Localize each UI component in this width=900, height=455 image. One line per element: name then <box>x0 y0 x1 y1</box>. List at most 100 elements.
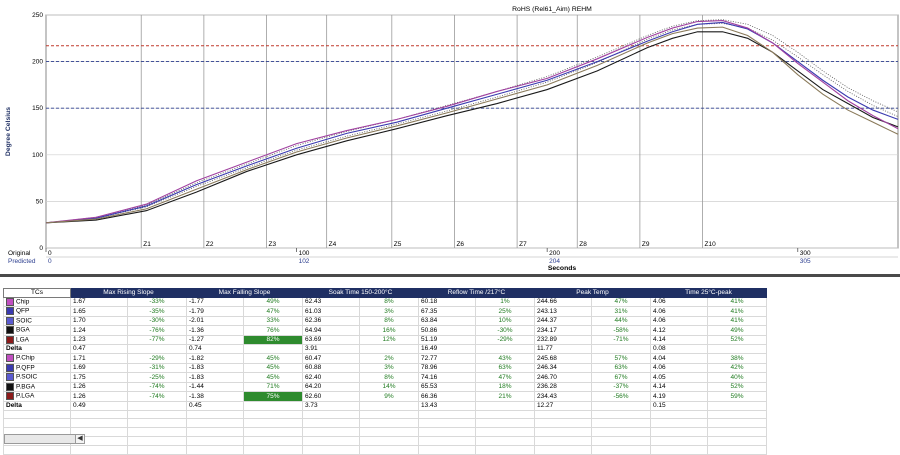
percent-cell: 38% <box>707 353 767 364</box>
value-cell: 246.34 <box>534 362 592 374</box>
percent-cell: 67% <box>591 372 651 383</box>
empty-cell <box>243 409 303 420</box>
x-tick-label: 305 <box>800 258 811 265</box>
tcs-header[interactable]: TCs <box>3 288 71 298</box>
scroll-left-arrow-icon[interactable]: ◀ <box>75 434 85 444</box>
x-axis-label: Seconds <box>548 265 577 272</box>
empty-cell <box>591 344 651 355</box>
empty-cell <box>302 444 360 455</box>
percent-cell: 16% <box>359 325 419 336</box>
percent-cell: 45% <box>243 353 303 364</box>
delta-value-cell: 0.08 <box>650 344 708 355</box>
empty-cell <box>650 435 708 446</box>
value-cell: 1.75 <box>70 372 128 383</box>
value-cell: 234.43 <box>534 391 592 402</box>
delta-label: Delta <box>3 344 71 355</box>
value-cell: 4.06 <box>650 296 708 308</box>
table-row[interactable]: SOIC 1.70 -30% -2.01 33% 62.36 8% 63.84 10% 244.3… <box>3 315 767 327</box>
empty-cell <box>127 344 187 355</box>
horizontal-scrollbar[interactable] <box>4 434 76 444</box>
empty-cell <box>359 409 419 420</box>
tc-name: LGA <box>16 336 30 344</box>
value-cell: 1.24 <box>70 325 128 336</box>
y-tick-label: 150 <box>32 105 43 112</box>
delta-row: Delta 0.47 0.74 3.91 16.49 11.77 0.08 <box>3 344 767 355</box>
table-row[interactable]: P.LGA 1.26 -74% -1.38 75% 62.60 9% 66.36 21% 234.… <box>3 391 767 402</box>
column-header[interactable]: Max Falling Slope <box>186 288 303 298</box>
empty-cell <box>3 409 71 420</box>
empty-cell <box>243 444 303 455</box>
empty-cell <box>707 400 767 411</box>
series-line <box>45 19 899 224</box>
empty-cell <box>70 418 128 429</box>
empty-cell <box>70 409 128 420</box>
table-row[interactable]: P.SOIC 1.75 -25% -1.83 45% 62.40 8% 74.16 47% 246… <box>3 372 767 383</box>
value-cell: 4.06 <box>650 315 708 327</box>
value-cell: -1.44 <box>186 381 244 393</box>
value-cell: 236.28 <box>534 381 592 393</box>
tc-color-swatch <box>6 307 14 316</box>
table-row[interactable]: P.BGA 1.26 -74% -1.44 71% 64.20 14% 65.53 18% 236… <box>3 381 767 393</box>
value-cell: 64.94 <box>302 325 360 336</box>
tc-color-swatch <box>6 363 14 372</box>
empty-cell <box>243 418 303 429</box>
percent-cell: -25% <box>127 372 187 383</box>
percent-cell: 3% <box>359 306 419 317</box>
column-header[interactable]: Max Rising Slope <box>70 288 187 298</box>
y-axis-label: Degree Celsius <box>5 107 12 156</box>
delta-value-cell: 0.47 <box>70 344 128 355</box>
column-header[interactable]: Time 25°C-peak <box>650 288 767 298</box>
value-cell: 244.66 <box>534 296 592 308</box>
table-row[interactable]: LGA 1.23 -77% -1.27 82% 63.69 12% 51.19 -29% 232.… <box>3 334 767 346</box>
percent-cell: 18% <box>475 381 535 393</box>
table-row[interactable]: BGA 1.24 -76% -1.36 76% 64.94 16% 50.86 -30% 234.… <box>3 325 767 336</box>
zone-label: Z2 <box>206 241 214 248</box>
value-cell: 63.84 <box>418 315 476 327</box>
table-row[interactable]: QFP 1.65 -35% -1.79 47% 61.03 3% 67.35 25% 243.13… <box>3 306 767 317</box>
percent-cell: 21% <box>475 391 535 402</box>
percent-cell: -37% <box>591 381 651 393</box>
percent-cell: 12% <box>359 334 419 346</box>
tc-name-cell: BGA <box>3 325 71 336</box>
x-tick-label: 0 <box>48 258 52 265</box>
table-row[interactable]: P.QFP 1.69 -31% -1.83 45% 60.88 3% 78.96 63% 246.… <box>3 362 767 374</box>
delta-label: Delta <box>3 400 71 411</box>
x-tick-label: 100 <box>299 250 310 257</box>
value-cell: -1.38 <box>186 391 244 402</box>
percent-cell: 57% <box>591 353 651 364</box>
chart-title: RoHS (Rel61_Aim) REHM <box>512 6 592 13</box>
percent-cell: 14% <box>359 381 419 393</box>
percent-cell: 52% <box>707 334 767 346</box>
value-cell: 78.96 <box>418 362 476 374</box>
table-row[interactable]: Chip 1.67 -33% -1.77 49% 62.43 8% 60.18 1% 244.66… <box>3 296 767 308</box>
empty-cell <box>3 418 71 429</box>
empty-cell <box>418 409 476 420</box>
value-cell: 1.65 <box>70 306 128 317</box>
empty-cell <box>127 409 187 420</box>
column-header[interactable]: Reflow Time /217°C <box>418 288 535 298</box>
chart-bottom-bar <box>0 274 900 277</box>
value-cell: 1.71 <box>70 353 128 364</box>
empty-cell <box>707 409 767 420</box>
empty-cell <box>475 427 535 437</box>
delta-value-cell: 12.27 <box>534 400 592 411</box>
empty-cell <box>475 409 535 420</box>
percent-cell: 49% <box>707 325 767 336</box>
tc-name: Chip <box>16 298 30 306</box>
percent-cell: -74% <box>127 391 187 402</box>
zone-label: Z5 <box>394 241 402 248</box>
table-row[interactable]: P.Chip 1.71 -29% -1.82 45% 60.47 2% 72.77 43% 245… <box>3 353 767 364</box>
column-header[interactable]: Soak Time 150-200°C <box>302 288 419 298</box>
empty-cell <box>359 400 419 411</box>
empty-cell <box>127 400 187 411</box>
tc-name-cell: LGA <box>3 334 71 346</box>
value-cell: 4.14 <box>650 334 708 346</box>
empty-cell <box>534 427 592 437</box>
column-header[interactable]: Peak Temp <box>534 288 651 298</box>
empty-cell <box>359 444 419 455</box>
delta-value-cell: 11.77 <box>534 344 592 355</box>
empty-cell <box>591 444 651 455</box>
value-cell: 1.26 <box>70 391 128 402</box>
value-cell: 4.04 <box>650 353 708 364</box>
percent-cell: 10% <box>475 315 535 327</box>
